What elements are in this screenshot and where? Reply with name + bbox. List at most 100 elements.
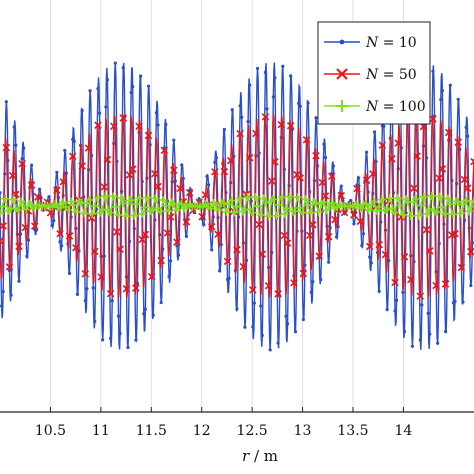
data-point [301, 195, 310, 204]
data-point [163, 229, 172, 237]
data-point [252, 301, 256, 305]
data-point [22, 205, 31, 214]
data-point [327, 198, 336, 207]
data-point [374, 159, 378, 164]
data-point [169, 259, 173, 263]
data-point [117, 193, 126, 202]
data-point [233, 245, 241, 254]
data-point [14, 205, 23, 214]
data-point [259, 194, 268, 203]
data-point [58, 240, 62, 244]
data-point [72, 243, 80, 252]
data-point [218, 269, 222, 273]
data-point [248, 83, 252, 87]
data-point [353, 184, 361, 193]
data-point [251, 193, 260, 202]
data-point [109, 122, 118, 131]
data-point [410, 344, 414, 348]
data-point [419, 192, 428, 201]
data-point [252, 129, 260, 138]
x-tick-label: 11 [92, 423, 110, 439]
data-point [181, 176, 185, 181]
data-point [159, 196, 168, 205]
data-point [283, 204, 292, 213]
data-point [177, 199, 186, 208]
data-point [148, 205, 157, 214]
data-point [59, 178, 67, 186]
data-point [160, 146, 169, 155]
data-point [83, 299, 87, 303]
data-point [68, 152, 77, 161]
data-point [375, 203, 384, 212]
data-point [127, 196, 136, 205]
data-point [56, 230, 64, 238]
data-point [142, 312, 146, 316]
data-point [412, 194, 421, 203]
x-tick-label: 11.5 [136, 423, 167, 439]
data-point [12, 125, 16, 129]
data-point [463, 184, 472, 192]
data-point [119, 114, 128, 122]
data-point [290, 207, 299, 216]
data-point [134, 338, 138, 342]
data-point [249, 286, 257, 294]
data-point [443, 329, 448, 334]
data-point [211, 201, 220, 210]
data-point [84, 144, 93, 152]
data-point [261, 113, 270, 121]
data-point [394, 298, 399, 302]
data-point [113, 228, 121, 236]
data-point [223, 257, 232, 266]
data-point [126, 345, 130, 350]
data-point [85, 196, 94, 205]
data-point [448, 210, 457, 219]
data-point [296, 174, 304, 182]
data-point [350, 211, 358, 219]
data-point [377, 289, 381, 293]
data-point [331, 215, 339, 224]
data-point [202, 223, 206, 227]
legend-item: N = 100 [324, 99, 426, 115]
data-point [400, 253, 409, 261]
data-point [0, 237, 4, 245]
data-point [289, 74, 293, 78]
data-point [230, 108, 234, 112]
data-point [328, 172, 336, 180]
data-point [88, 89, 92, 93]
data-point [286, 121, 295, 130]
data-point [101, 192, 110, 201]
data-point [235, 307, 239, 311]
data-point [106, 208, 115, 217]
data-point [219, 199, 228, 208]
data-point [214, 156, 219, 160]
data-point [53, 186, 61, 195]
data-point [151, 169, 159, 178]
data-point [378, 141, 387, 150]
data-point [422, 225, 431, 234]
data-point [72, 139, 76, 143]
legend-label: N = 50 [365, 67, 417, 83]
data-point [360, 243, 364, 248]
data-point [467, 202, 474, 211]
x-tick-label: 14 [394, 423, 412, 439]
data-point [151, 313, 155, 317]
data-point [276, 341, 280, 345]
data-point [327, 260, 331, 264]
data-point [175, 244, 179, 248]
data-point [321, 192, 330, 200]
data-point [17, 197, 26, 206]
data-point [454, 138, 462, 146]
data-point [285, 322, 290, 326]
data-point [1, 290, 5, 294]
data-point [206, 204, 215, 213]
data-point [362, 176, 371, 185]
data-point [422, 209, 431, 218]
data-point [55, 170, 59, 174]
data-point [391, 208, 399, 217]
data-point [438, 203, 447, 212]
data-point [60, 244, 64, 248]
data-point [72, 207, 81, 216]
data-point [30, 163, 34, 167]
data-point [377, 195, 386, 204]
data-point [135, 281, 140, 285]
